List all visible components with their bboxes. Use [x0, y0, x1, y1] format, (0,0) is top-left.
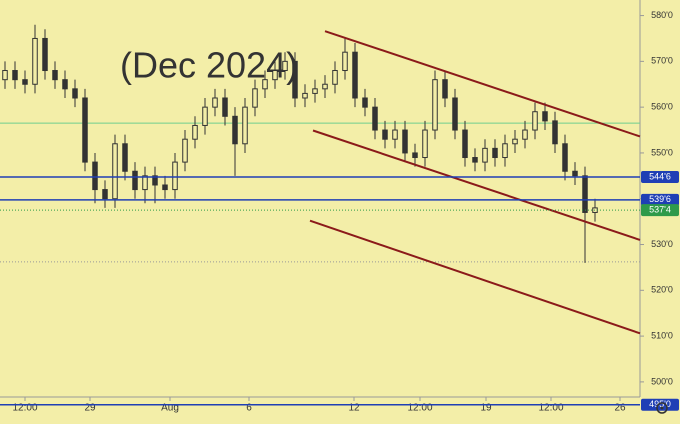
level-label: 539'6 [649, 194, 671, 204]
trend-line [312, 129, 641, 241]
y-tick-label: 520'0 [651, 285, 673, 295]
y-tick-label: 550'0 [651, 147, 673, 157]
candle-body [172, 161, 178, 191]
candle-body [582, 175, 588, 213]
candle-body [252, 88, 258, 108]
level-label-box [641, 193, 679, 206]
candle-body [42, 37, 48, 72]
candle-body [122, 143, 128, 172]
candle-body [272, 70, 278, 81]
candle-body [162, 184, 168, 191]
x-tick-label: 12:00 [12, 403, 37, 414]
x-tick-label: 12:00 [538, 403, 563, 414]
x-tick-label: 19 [480, 403, 492, 414]
candle-body [182, 138, 188, 163]
y-tick-label: 560'0 [651, 102, 673, 112]
candle-body [292, 60, 298, 99]
level-label-box [641, 398, 679, 411]
level-label: 537'4 [649, 205, 671, 215]
y-tick-label: 580'0 [651, 10, 673, 20]
candle-body [482, 147, 488, 163]
candle-body [522, 129, 528, 140]
x-tick-label: 12 [348, 403, 360, 414]
candle-body [262, 79, 268, 90]
candle-body [142, 175, 148, 191]
candle-body [352, 51, 358, 99]
candle-body [152, 175, 158, 186]
candle-body [222, 97, 228, 117]
candle-body [542, 111, 548, 122]
watermark: (Dec 2024) [120, 45, 298, 86]
candle-body [452, 97, 458, 131]
candle-body [432, 79, 438, 131]
candle-body [472, 157, 478, 163]
candle-body [302, 92, 308, 99]
candle-body [342, 51, 348, 72]
candle-body [202, 106, 208, 126]
candle-body [282, 60, 288, 72]
x-tick-label: 12:00 [407, 403, 432, 414]
candle-body [362, 97, 368, 108]
x-tick-label: 29 [84, 403, 96, 414]
candle-body [562, 143, 568, 172]
x-tick-label: 6 [246, 403, 252, 414]
x-tick-label: 26 [614, 403, 626, 414]
candle-body [232, 115, 238, 145]
candle-body [402, 129, 408, 154]
candle-body [502, 143, 508, 159]
candle-body [82, 97, 88, 163]
candle-body [322, 83, 328, 90]
y-tick-label: 570'0 [651, 56, 673, 66]
y-tick-label: 500'0 [651, 376, 673, 386]
candle-body [412, 152, 418, 159]
settings-icon[interactable] [656, 402, 668, 414]
candle-body [532, 111, 538, 131]
candle-body [62, 79, 68, 90]
candle-body [332, 70, 338, 85]
candle-body [22, 79, 28, 85]
candle-body [392, 129, 398, 140]
candle-body [52, 70, 58, 81]
candle-body [2, 70, 8, 81]
level-label-box [641, 170, 679, 183]
candle-body [572, 170, 578, 177]
candle-body [382, 129, 388, 140]
candle-body [92, 161, 98, 191]
candle-body [442, 79, 448, 99]
candle-body [242, 106, 248, 145]
candle-body [512, 138, 518, 145]
x-tick-label: Aug [161, 403, 179, 414]
y-tick-label: 530'0 [651, 239, 673, 249]
candle-body [132, 170, 138, 191]
candle-body [372, 106, 378, 131]
candle-body [112, 143, 118, 200]
candle-body [12, 70, 18, 81]
candle-body [462, 129, 468, 159]
level-label-box [641, 204, 679, 217]
candle-body [312, 88, 318, 94]
candle-body [32, 37, 38, 85]
candle-body [492, 147, 498, 159]
candle-body [422, 129, 428, 159]
candle-body [102, 189, 108, 200]
candle-body [72, 88, 78, 99]
trend-line [309, 219, 641, 335]
trend-line [324, 30, 641, 138]
candle-body [192, 124, 198, 140]
candle-body [212, 97, 218, 108]
y-tick-label: 510'0 [651, 330, 673, 340]
candle-body [552, 120, 558, 145]
level-label: 544'6 [649, 171, 671, 181]
